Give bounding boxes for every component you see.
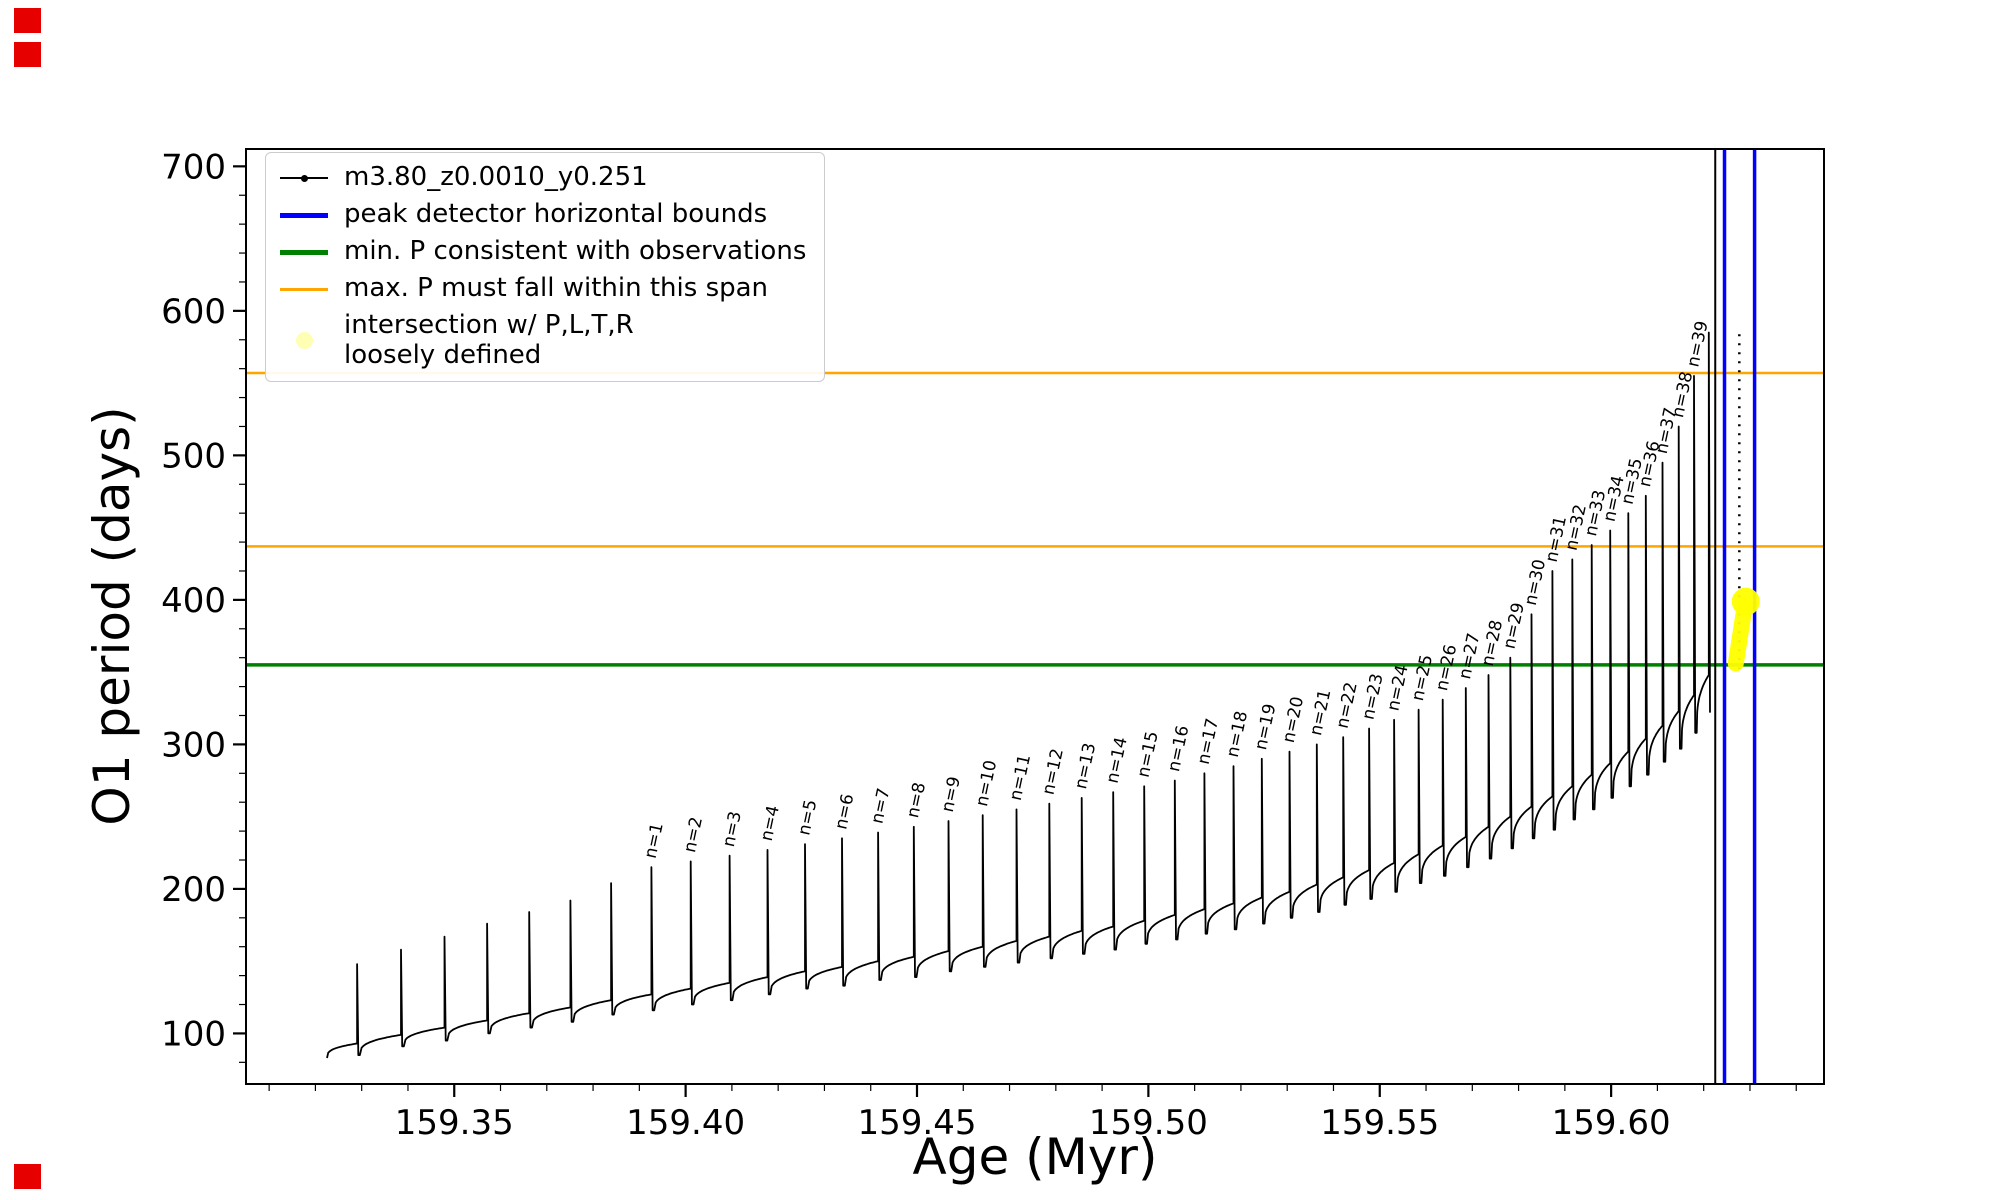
x-tick-label: 159.45: [858, 1103, 977, 1143]
legend-swatch-4: [280, 326, 328, 356]
spike-annotation: n=18: [1223, 709, 1252, 759]
spike-annotation: n=11: [1006, 753, 1035, 803]
legend-item-2: min. P consistent with observations: [280, 236, 807, 267]
spike-annotation: n=25: [1408, 653, 1437, 703]
spike-annotation: n=7: [867, 786, 894, 825]
spike-annotation: n=15: [1134, 730, 1163, 780]
legend-swatch-1: [280, 200, 328, 230]
spike-annotation: n=14: [1103, 735, 1132, 785]
spike-annotation: n=30: [1521, 558, 1550, 608]
legend-label-4: intersection w/ P,L,T,R loosely defined: [344, 310, 634, 370]
spike-annotation: n=12: [1039, 747, 1068, 797]
y-tick-label: 300: [161, 725, 226, 765]
red-artifact-marker: [14, 42, 41, 67]
spike-annotation: n=20: [1279, 695, 1308, 745]
x-tick-label: 159.50: [1089, 1103, 1208, 1143]
spike-annotation: n=22: [1333, 680, 1362, 730]
x-tick-label: 159.40: [626, 1103, 745, 1143]
spike-annotation: n=23: [1358, 672, 1387, 722]
spike-annotation: n=17: [1194, 717, 1223, 767]
spike-annotation: n=5: [794, 798, 821, 837]
y-tick-label: 600: [161, 292, 226, 332]
legend-swatch-0: [280, 163, 328, 193]
legend-label-1: peak detector horizontal bounds: [344, 199, 768, 230]
red-artifact-marker: [14, 8, 41, 33]
x-tick-label: 159.60: [1552, 1103, 1671, 1143]
legend-marker-icon: [300, 174, 308, 182]
spike-annotation: n=29: [1500, 601, 1529, 651]
spike-annotation: n=13: [1071, 741, 1100, 791]
spike-annotation: n=19: [1251, 702, 1280, 752]
y-tick-label: 400: [161, 581, 226, 621]
legend-item-3: max. P must fall within this span: [280, 273, 806, 304]
spike-annotation: n=38: [1668, 370, 1697, 420]
y-tick-label: 200: [161, 870, 226, 910]
x-tick-label: 159.55: [1320, 1103, 1439, 1143]
y-tick-label: 700: [161, 147, 226, 187]
legend-marker-icon: [295, 332, 313, 350]
legend-swatch-3: [280, 274, 328, 304]
legend-item-4: intersection w/ P,L,T,R loosely defined: [280, 310, 806, 371]
spike-annotation: n=3: [719, 810, 746, 849]
plot-border: [245, 148, 1825, 1085]
legend-label-3: max. P must fall within this span: [344, 273, 769, 304]
legend-label-0: m3.80_z0.0010_y0.251: [344, 162, 648, 193]
intersection-marker-blob: [1731, 587, 1760, 616]
y-axis-label: O1 period (days): [83, 406, 141, 826]
spike-annotation: n=9: [938, 775, 965, 814]
x-tick-label: 159.35: [395, 1103, 514, 1143]
spike-annotation: n=2: [680, 815, 707, 854]
spike-annotation: n=21: [1306, 688, 1335, 738]
legend-item-0: m3.80_z0.0010_y0.251: [280, 162, 806, 193]
legend-line-icon: [280, 249, 328, 255]
y-tick-label: 500: [161, 436, 226, 476]
legend-line-icon: [280, 212, 328, 218]
spike-annotation: n=8: [903, 781, 930, 820]
legend-swatch-2: [280, 237, 328, 267]
spike-annotation: n=4: [757, 804, 784, 843]
y-tick-label: 100: [161, 1014, 226, 1054]
spike-annotation: n=10: [972, 758, 1001, 808]
x-axis-label: Age (Myr): [912, 1128, 1158, 1186]
series-curve: [326, 331, 1711, 1059]
spike-annotation: n=6: [831, 792, 858, 831]
spike-annotation: n=16: [1164, 724, 1193, 774]
legend-line-icon: [280, 287, 328, 291]
legend-label-2: min. P consistent with observations: [344, 236, 807, 267]
spike-annotation: n=24: [1383, 663, 1412, 713]
red-artifact-marker: [14, 1164, 41, 1189]
legend-item-1: peak detector horizontal bounds: [280, 199, 806, 230]
spike-annotation: n=1: [641, 821, 668, 860]
